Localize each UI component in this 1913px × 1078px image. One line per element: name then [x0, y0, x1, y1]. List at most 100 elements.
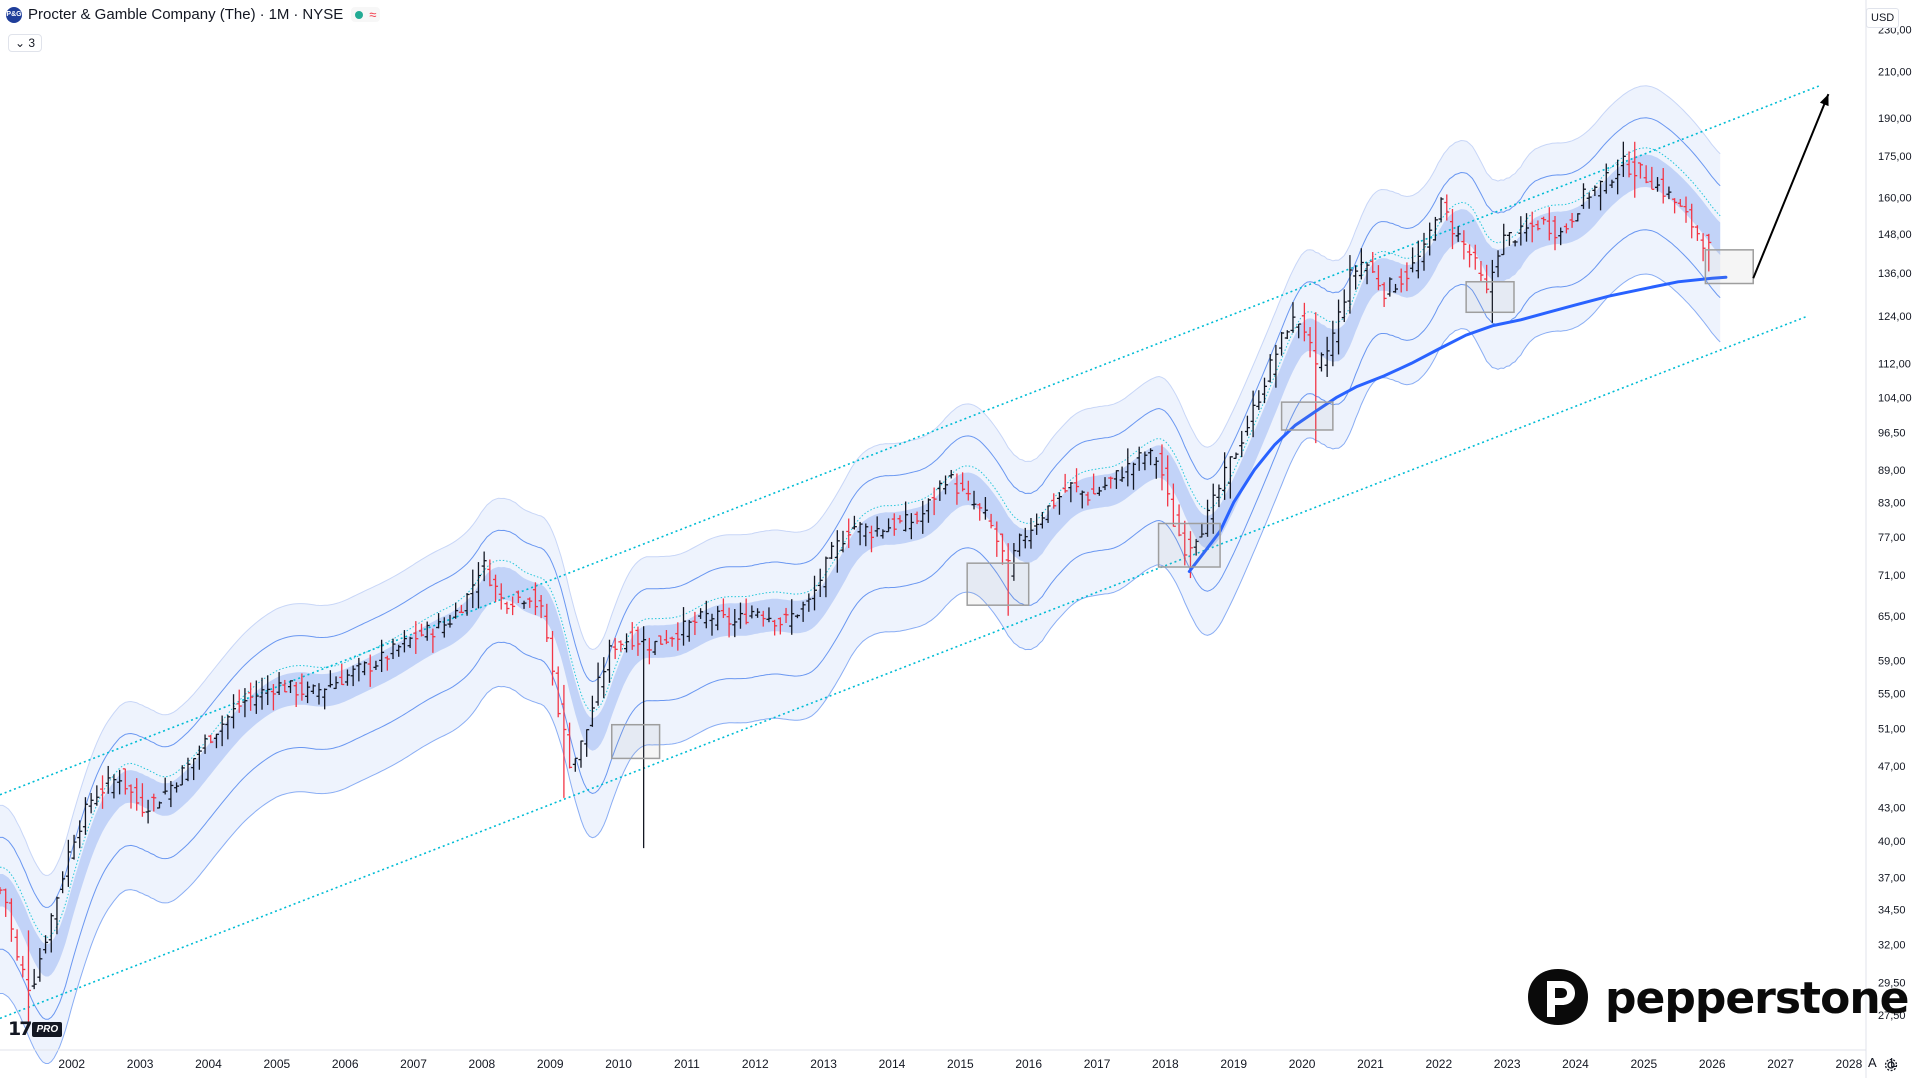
price-bar [1039, 511, 1045, 529]
price-bar [1176, 504, 1182, 537]
price-bar [390, 638, 396, 660]
price-bar [100, 775, 106, 809]
price-bar [1119, 466, 1125, 482]
price-bar [1370, 252, 1376, 273]
x-tick-label: 2011 [674, 1057, 700, 1071]
price-bar [1267, 354, 1273, 383]
price-bar [350, 665, 356, 687]
y-tick-label: 210,00 [1878, 67, 1912, 79]
price-bar [1290, 302, 1296, 333]
price-bar [71, 834, 77, 860]
price-bar [851, 515, 857, 530]
symbol-name[interactable]: Procter & Gamble Company (The) [28, 6, 256, 23]
indicators-collapse-button[interactable]: ⌄ 3 [8, 34, 43, 52]
price-bar [1438, 197, 1444, 223]
price-bar [994, 521, 1000, 557]
tradingview-logo[interactable]: 17 PRO [8, 1018, 63, 1040]
price-bar [1262, 377, 1268, 404]
x-tick-label: 2007 [400, 1057, 427, 1071]
price-bar [532, 582, 538, 616]
price-bar [1626, 151, 1632, 178]
price-bar [1615, 159, 1621, 195]
y-tick-label: 55,00 [1878, 688, 1906, 700]
price-bar [384, 655, 390, 671]
y-tick-label: 104,00 [1878, 393, 1912, 405]
price-bar [1432, 216, 1438, 241]
price-bar [698, 608, 704, 619]
price-bar [1159, 444, 1165, 491]
price-bar [1603, 163, 1609, 194]
price-bar [578, 740, 584, 768]
mean-band-fill [0, 154, 1721, 977]
x-tick-label: 2016 [1015, 1057, 1042, 1071]
tradingview-mark: 17 [8, 1018, 32, 1040]
price-bar [783, 607, 789, 624]
price-bar [1244, 415, 1250, 436]
gear-icon[interactable] [1884, 1058, 1898, 1072]
indicator-count: 3 [28, 36, 36, 50]
price-bar [174, 782, 180, 793]
price-bar [606, 639, 612, 683]
price-bar [1706, 233, 1712, 272]
price-bar [248, 682, 254, 711]
price-bar [1598, 180, 1604, 211]
interval-label[interactable]: 1M [268, 6, 290, 23]
price-bar [1632, 141, 1638, 198]
price-bar [669, 636, 675, 647]
price-bar [1068, 482, 1074, 503]
price-bar [1096, 486, 1102, 496]
y-tick-label: 32,00 [1878, 940, 1906, 952]
price-bar [777, 617, 783, 635]
price-bar [134, 778, 140, 811]
price-bar [1108, 476, 1114, 489]
price-bar [800, 601, 806, 622]
price-bar [715, 606, 721, 631]
price-bar [1518, 216, 1524, 246]
price-bar [1449, 209, 1455, 250]
x-tick-label: 2010 [605, 1057, 632, 1071]
auto-scale-button[interactable]: A [1868, 1055, 1877, 1070]
x-tick-label: 2006 [332, 1057, 359, 1071]
dotted-mean-line [0, 147, 1721, 938]
price-bar [988, 513, 994, 529]
price-bar [213, 733, 219, 749]
price-bar [327, 670, 333, 688]
price-bar [1079, 490, 1085, 509]
price-bar [401, 630, 407, 653]
price-bar [282, 679, 288, 693]
price-bar [1575, 213, 1581, 222]
price-bar [367, 654, 373, 687]
price-bar [982, 497, 988, 520]
price-bar [339, 663, 345, 686]
price-bar [891, 513, 897, 536]
x-tick-label: 2020 [1289, 1057, 1316, 1071]
price-bar [555, 666, 561, 718]
price-bar [675, 622, 681, 651]
price-bar [1415, 240, 1421, 279]
price-bar [54, 896, 60, 935]
x-tick-label: 2013 [810, 1057, 837, 1071]
price-bar [1233, 452, 1239, 460]
y-tick-label: 83,00 [1878, 497, 1906, 509]
price-bar [960, 472, 966, 492]
price-bar [550, 630, 556, 686]
price-bar [943, 475, 949, 495]
price-bar [458, 604, 464, 614]
x-tick-label: 2003 [127, 1057, 154, 1071]
price-bar [1062, 473, 1068, 493]
price-bar [1552, 216, 1558, 251]
currency-button[interactable]: USD [1866, 8, 1900, 28]
market-status-badge[interactable]: ≈ [351, 7, 381, 22]
price-bar [1524, 213, 1530, 242]
price-bar [874, 516, 880, 537]
price-bar [567, 722, 573, 769]
price-bar [236, 689, 242, 713]
separator-dot: · [293, 6, 299, 23]
price-bar [362, 661, 368, 676]
price-bar [94, 785, 100, 806]
price-bar [595, 662, 601, 706]
x-tick-label: 2019 [1220, 1057, 1247, 1071]
price-bar [441, 617, 447, 638]
price-bar [1222, 452, 1228, 500]
